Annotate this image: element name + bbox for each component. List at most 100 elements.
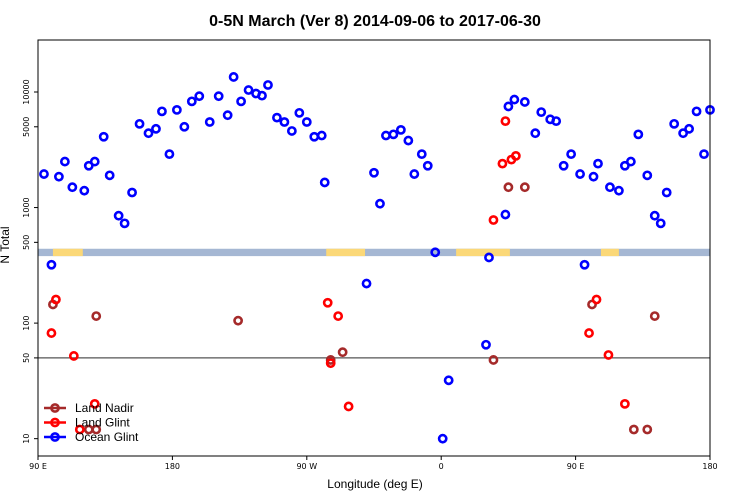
data-point xyxy=(46,259,57,270)
data-point xyxy=(119,218,130,229)
data-point xyxy=(575,169,585,179)
data-point xyxy=(579,259,590,270)
data-point xyxy=(179,121,190,132)
data-point xyxy=(422,160,433,171)
data-point xyxy=(316,130,327,141)
data-point xyxy=(503,101,514,112)
data-point xyxy=(104,170,115,181)
data-point xyxy=(519,182,530,193)
data-point xyxy=(588,171,599,182)
data-point xyxy=(294,107,305,118)
data-point xyxy=(98,131,109,142)
data-point xyxy=(566,149,577,160)
x-tick-label: 90 E xyxy=(29,462,47,471)
legend-entry: Land Glint xyxy=(44,416,130,430)
data-point xyxy=(194,91,205,102)
land-patch xyxy=(326,248,366,257)
data-point xyxy=(684,123,694,134)
data-point xyxy=(614,185,624,196)
plot-area xyxy=(38,72,715,444)
land-patch xyxy=(52,248,83,257)
data-point xyxy=(642,424,653,435)
legend-label: Land Nadir xyxy=(75,401,134,415)
data-point xyxy=(619,398,630,409)
data-point xyxy=(381,130,391,141)
legend-label: Ocean Glint xyxy=(75,430,139,444)
data-point xyxy=(481,339,491,350)
data-point xyxy=(337,347,348,358)
data-point xyxy=(222,110,233,121)
data-point xyxy=(509,94,520,105)
axes: 90 E 180 90 W 0 90 E 180 10 50 100 500 1000 5000 100… xyxy=(22,39,718,471)
legend-marker xyxy=(50,417,60,428)
data-point xyxy=(51,294,61,305)
data-point xyxy=(519,97,530,107)
legend-label: Land Glint xyxy=(75,416,130,430)
data-point xyxy=(164,149,175,160)
data-point xyxy=(59,156,70,167)
y-tick-label: 1000 xyxy=(22,197,31,217)
data-point xyxy=(309,131,320,142)
data-point xyxy=(593,158,603,169)
data-point xyxy=(157,106,167,117)
data-point xyxy=(83,424,94,435)
legend-entry: Ocean Glint xyxy=(44,430,139,444)
data-point xyxy=(79,185,90,196)
data-point xyxy=(603,350,614,360)
data-point xyxy=(642,170,653,181)
y-tick-label: 50 xyxy=(22,353,31,363)
data-point xyxy=(530,128,541,139)
data-point xyxy=(488,215,499,225)
data-point xyxy=(443,375,454,386)
data-point xyxy=(113,210,124,221)
data-point xyxy=(488,355,499,365)
chart-title: 0-5N March (Ver 8) 2014-09-06 to 2017-06… xyxy=(209,13,541,30)
data-point xyxy=(134,118,145,129)
data-point xyxy=(699,149,709,160)
data-point xyxy=(68,351,79,361)
land-patch xyxy=(456,248,510,257)
data-point xyxy=(89,156,100,167)
x-tick-label: 90 W xyxy=(296,462,317,471)
y-tick-label: 10000 xyxy=(22,79,31,104)
data-point xyxy=(510,150,521,161)
data-point xyxy=(388,129,399,140)
data-point xyxy=(403,135,414,146)
data-point xyxy=(171,104,182,115)
data-point xyxy=(127,187,137,198)
y-tick-label: 10 xyxy=(22,434,31,444)
data-point xyxy=(46,328,57,338)
data-point xyxy=(343,401,354,412)
data-point xyxy=(536,107,547,117)
y-tick-label: 5000 xyxy=(22,117,31,137)
y-tick-label: 500 xyxy=(22,235,31,250)
data-point xyxy=(204,117,215,127)
data-point xyxy=(272,112,282,123)
data-point xyxy=(143,128,154,139)
data-point xyxy=(322,297,333,308)
data-point xyxy=(395,124,406,135)
data-point xyxy=(430,247,441,258)
series-land-nadir xyxy=(48,182,660,435)
legend-marker xyxy=(50,403,60,413)
data-point xyxy=(633,129,644,140)
data-point xyxy=(228,72,239,82)
data-point xyxy=(500,116,511,126)
data-point xyxy=(213,91,224,102)
data-point xyxy=(333,311,344,321)
data-point xyxy=(649,210,660,221)
plot-frame xyxy=(37,39,711,457)
data-point xyxy=(669,118,680,129)
data-point xyxy=(661,187,672,198)
data-point xyxy=(319,177,330,188)
data-point xyxy=(484,252,494,263)
data-point xyxy=(497,158,508,169)
data-point xyxy=(243,85,254,95)
y-axis-label: N Total xyxy=(0,226,12,263)
data-point xyxy=(655,218,666,229)
data-point xyxy=(279,117,290,127)
x-tick-label: 180 xyxy=(702,462,717,471)
data-point xyxy=(678,128,689,139)
